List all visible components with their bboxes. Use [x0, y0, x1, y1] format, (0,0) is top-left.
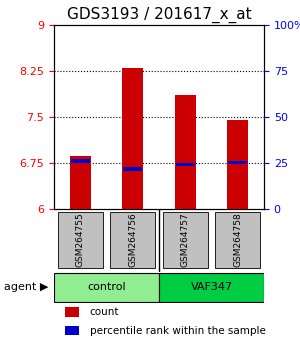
FancyBboxPatch shape	[159, 273, 264, 302]
Text: GSM264758: GSM264758	[233, 213, 242, 267]
FancyBboxPatch shape	[110, 212, 155, 268]
Text: GSM264757: GSM264757	[181, 213, 190, 267]
Text: percentile rank within the sample: percentile rank within the sample	[90, 326, 266, 336]
FancyBboxPatch shape	[163, 212, 208, 268]
Bar	[227, 120, 248, 209]
Text: agent ▶: agent ▶	[4, 282, 49, 292]
Bar	[228, 161, 247, 165]
Bar	[71, 159, 90, 162]
Text: count: count	[90, 307, 119, 317]
Text: GSM264755: GSM264755	[76, 213, 85, 267]
Bar	[176, 162, 195, 166]
Bar	[122, 68, 143, 209]
FancyBboxPatch shape	[54, 273, 159, 302]
FancyBboxPatch shape	[215, 212, 260, 268]
Text: VAF347: VAF347	[190, 282, 232, 292]
Bar	[64, 308, 79, 317]
Bar	[64, 326, 79, 335]
Bar	[123, 167, 142, 171]
Text: GSM264756: GSM264756	[128, 213, 137, 267]
FancyBboxPatch shape	[58, 212, 103, 268]
Bar	[70, 156, 91, 209]
Bar	[175, 95, 196, 209]
Title: GDS3193 / 201617_x_at: GDS3193 / 201617_x_at	[67, 7, 251, 23]
Text: control: control	[87, 282, 126, 292]
